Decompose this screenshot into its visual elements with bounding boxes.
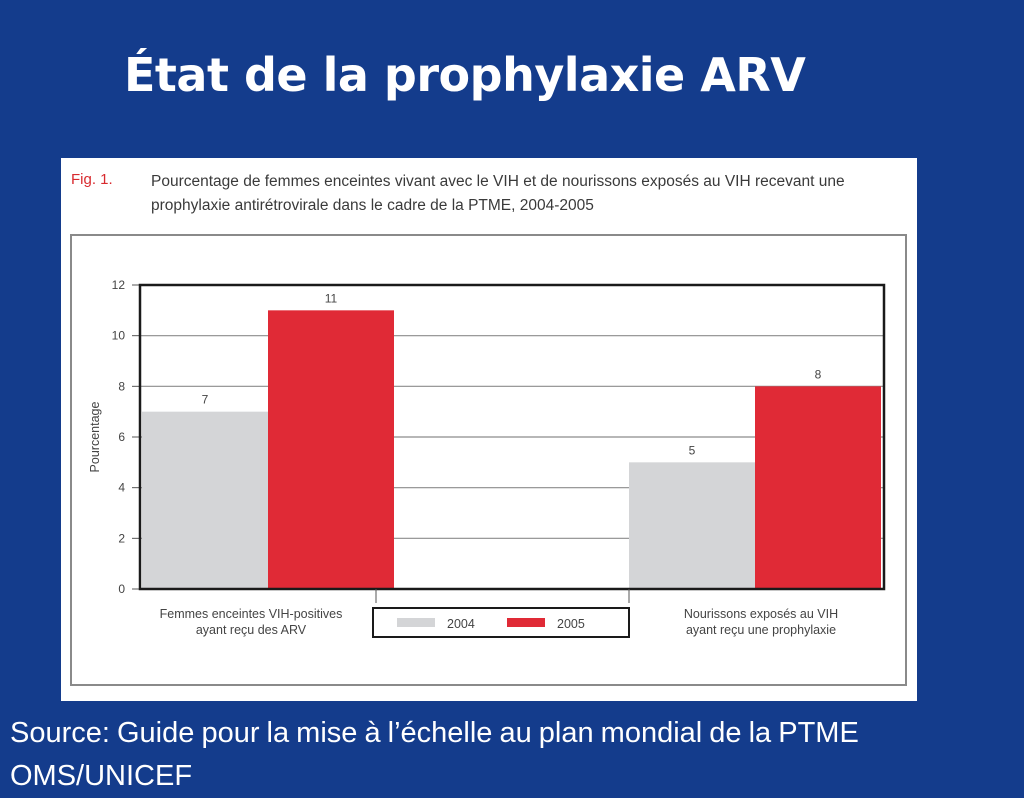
y-tick-label: 0 (118, 582, 125, 596)
y-tick-label: 6 (118, 430, 125, 444)
source-citation: Source: Guide pour la mise à l’échelle a… (10, 717, 859, 792)
y-tick-label: 2 (118, 531, 125, 545)
x-category-label: Nourissons exposés au VIH (684, 607, 838, 621)
data-label: 5 (689, 443, 696, 457)
x-category-label: ayant reçu une prophylaxie (686, 623, 836, 637)
bar-chart: 0 2 4 6 8 10 12 Pourcentage 7 5 11 8 Femmes enceinte… (88, 278, 886, 638)
legend-swatch-2005 (507, 618, 545, 627)
y-axis-label: Pourcentage (88, 402, 102, 473)
data-label: 7 (202, 393, 209, 407)
plot-border (138, 283, 886, 591)
x-category-label: ayant reçu des ARV (196, 623, 307, 637)
data-label: 8 (815, 367, 822, 381)
data-label: 11 (325, 291, 338, 305)
figure-panel: Fig. 1. Pourcentage de femmes enceintes … (61, 158, 917, 701)
y-tick-label: 12 (112, 278, 126, 292)
legend (372, 607, 630, 638)
legend-label: 2005 (557, 617, 585, 631)
chart-frame (70, 234, 907, 686)
bar-2004 (629, 462, 755, 589)
y-tick-label: 8 (118, 379, 125, 393)
legend-label: 2004 (447, 617, 475, 631)
figure-caption: Pourcentage de femmes enceintes vivant a… (151, 173, 845, 214)
bar-2005 (755, 386, 881, 589)
y-tick-label: 4 (118, 481, 125, 495)
legend-swatch-2004 (397, 618, 435, 627)
y-tick-label: 10 (112, 329, 126, 343)
figure-label: Fig. 1. (71, 171, 113, 188)
x-category-label: Femmes enceintes VIH-positives (160, 607, 343, 621)
slide-title: État de la prophylaxie ARV (124, 48, 806, 102)
bar-2004 (142, 411, 268, 589)
bar-2005 (268, 310, 394, 589)
